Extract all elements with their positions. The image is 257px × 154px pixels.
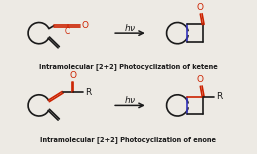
Text: O: O	[81, 21, 88, 30]
Text: R: R	[85, 88, 92, 97]
Text: Intramolecular [2+2] Photocyclization of enone: Intramolecular [2+2] Photocyclization of…	[40, 136, 216, 143]
Text: Intramolecular [2+2] Photocyclization of ketene: Intramolecular [2+2] Photocyclization of…	[39, 63, 217, 70]
Text: O: O	[197, 75, 204, 84]
Text: R: R	[216, 92, 222, 101]
Text: O: O	[69, 71, 76, 80]
Text: $h\nu$: $h\nu$	[124, 22, 136, 33]
Text: O: O	[197, 3, 204, 12]
Text: C: C	[65, 27, 70, 36]
Text: $h\nu$: $h\nu$	[124, 94, 136, 105]
